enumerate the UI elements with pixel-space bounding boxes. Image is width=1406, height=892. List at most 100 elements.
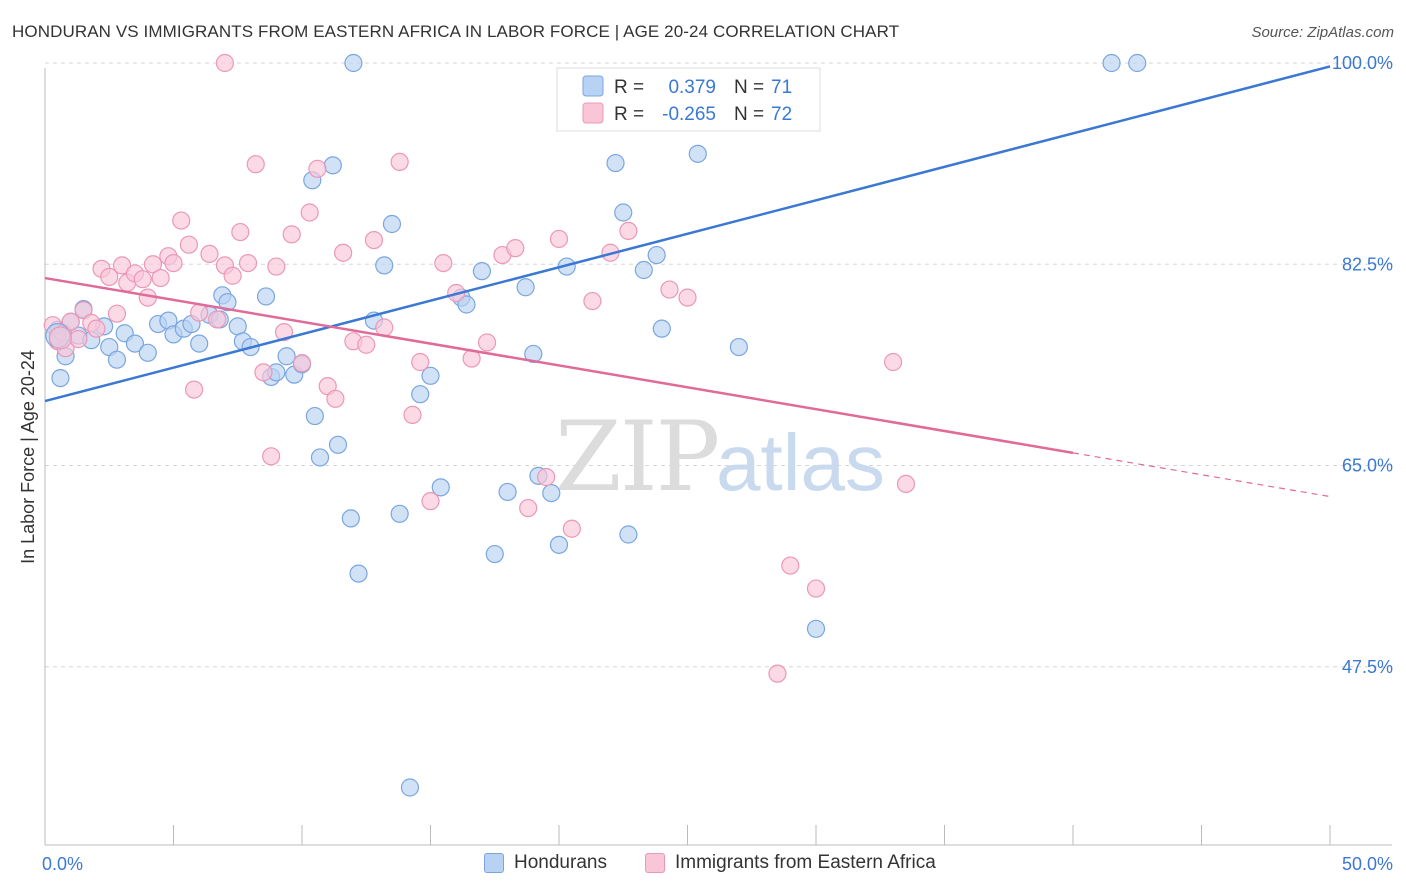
honduran-point [524,344,543,364]
honduran-point [341,509,360,528]
eastern-africa-point [179,235,199,254]
honduran-point [382,214,402,234]
honduran-point [485,544,504,564]
honduran-point [349,564,368,583]
eastern-africa-point [768,664,787,683]
honduran-point [549,535,569,554]
eastern-africa-point [267,257,286,276]
y-tick-label: 100.0% [1332,53,1393,73]
eastern-africa-point [215,53,234,73]
legend-item-immigrants-eastern-africa[interactable]: Immigrants from Eastern Africa [645,852,936,874]
eastern-africa-point [172,211,191,230]
axes [44,68,1392,846]
eastern-africa-point [477,333,497,352]
honduran-point [606,153,625,173]
y-tick-label: 47.5% [1342,657,1393,677]
eastern-africa-point [184,380,204,399]
eastern-africa-point [292,354,312,373]
honduran-point [614,203,633,222]
legend-label-immigrants-eastern-africa: Immigrants from Eastern Africa [675,852,936,873]
stats-r-label: R = [614,104,644,125]
eastern-africa-point [107,304,127,323]
watermark-zip: ZIP [555,401,718,513]
eastern-africa-point [403,405,422,424]
watermark-atlas: atlas [716,418,885,507]
x-tick-label: 0.0% [42,854,83,874]
honduran-point [431,478,450,497]
eastern-africa-point [282,225,301,244]
eastern-africa-point [48,326,73,350]
honduran-point [652,319,671,338]
eastern-africa-point [549,229,569,249]
eastern-africa-point [678,288,697,307]
honduran-point [107,350,127,369]
eastern-africa-point [537,467,556,487]
y-tick-label: 82.5% [1342,254,1393,274]
eastern-africa-point [326,389,345,408]
honduran-point [1102,53,1121,73]
honduran-point [457,295,476,314]
honduran-point [542,484,561,503]
eastern-africa-point [506,239,525,258]
eastern-africa-point [883,352,903,372]
honduran-point [328,435,348,454]
y-axis-label: In Labor Force | Age 20-24 [18,350,38,564]
eastern-africa-point [274,323,294,342]
eastern-africa-point [87,319,106,338]
eastern-africa-point [583,291,602,311]
eastern-africa-point [519,498,538,518]
honduran-point [619,525,638,544]
chart-title: HONDURAN VS IMMIGRANTS FROM EASTERN AFRI… [12,22,900,41]
trend-line-eastern-africa-extension [1072,452,1331,498]
stats-n-label: N = [734,104,764,125]
honduran-point [256,287,276,306]
tick-labels: 100.0% 82.5% 65.0% 47.5% 0.0% 50.0% [42,53,1393,874]
trend-lines [44,65,1331,498]
eastern-africa-point [334,243,353,262]
eastern-africa-point [434,254,453,273]
honduran-point [806,619,826,638]
series-immigrants-eastern-africa-points [43,53,916,683]
eastern-africa-point [619,221,638,240]
legend-swatch-immigrants-eastern-africa [645,853,665,873]
stats-n-label: N = [734,77,764,98]
eastern-africa-point [223,266,242,285]
stats-r-value: 0.379 [668,77,716,98]
stats-swatch [582,102,604,124]
stats-r-label: R = [614,77,644,98]
honduran-point [729,337,749,357]
eastern-africa-point [100,267,119,286]
legend-item-hondurans[interactable]: Hondurans [484,852,607,874]
stats-r-value: -0.265 [662,104,716,125]
watermark: ZIP atlas [555,401,885,513]
eastern-africa-point [231,222,250,242]
gridlines [45,62,1392,668]
eastern-africa-point [562,519,581,538]
eastern-africa-point [200,244,219,263]
honduran-point [277,347,296,366]
eastern-africa-point [660,280,679,299]
eastern-africa-point [151,268,170,288]
eastern-africa-point [308,159,327,178]
eastern-africa-point [246,155,265,174]
trend-line-eastern-africa [44,276,1074,455]
eastern-africa-point [61,312,80,331]
honduran-point [1128,53,1147,73]
eastern-africa-point [421,492,440,511]
eastern-africa-point [896,474,916,493]
honduran-point [305,406,324,426]
honduran-point [310,448,330,467]
eastern-africa-point [390,152,409,171]
honduran-point [634,260,653,280]
honduran-point [344,53,363,73]
y-tick-label: 65.0% [1342,456,1393,476]
stats-swatch [582,75,604,97]
source-label: Source: ZipAtlas.com [1251,24,1394,41]
x-tick-label: 50.0% [1342,854,1393,874]
eastern-africa-point [411,352,430,372]
eastern-africa-point [806,579,826,598]
eastern-africa-point [238,254,258,273]
honduran-point [51,369,70,388]
eastern-africa-point [254,363,273,382]
